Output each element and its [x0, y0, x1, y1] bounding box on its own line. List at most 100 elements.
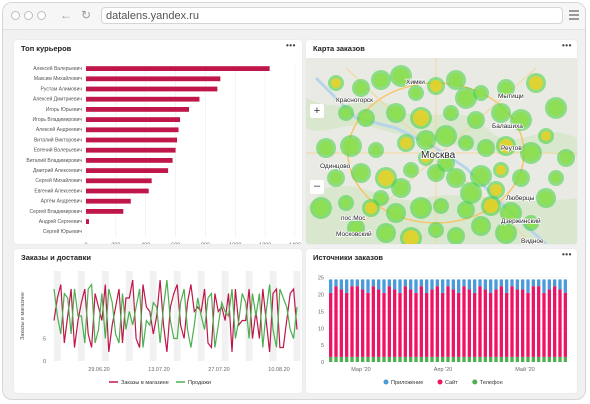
stacked-bar-segment: [499, 279, 503, 287]
heat-spot-core: [499, 139, 513, 153]
legend-swatch: [437, 379, 443, 385]
stacked-bar-segment: [345, 279, 349, 293]
stacked-bar-segment: [435, 286, 439, 357]
heat-spot-core: [515, 172, 527, 184]
stacked-bar-segment: [499, 356, 503, 362]
reload-icon[interactable]: ↻: [81, 8, 92, 22]
courier-name-label: Сергей Владимирович: [30, 208, 83, 215]
stacked-bar-segment: [377, 356, 381, 362]
stacked-bar-segment: [515, 279, 519, 290]
weekend-band: [173, 271, 181, 361]
weekend-band: [101, 271, 109, 361]
stacked-bar-segment: [339, 356, 343, 362]
heat-spot-core: [389, 206, 403, 220]
stacked-bar-segment: [515, 356, 519, 362]
map-place-label: Мытищи: [498, 93, 524, 100]
x-tick-label: Мар '20: [351, 367, 370, 373]
courier-name-label: Евгений Алексеевич: [34, 187, 82, 194]
close-window-button[interactable]: [11, 11, 20, 20]
x-tick-label: Апр '20: [434, 367, 452, 373]
hamburger-menu-icon[interactable]: [569, 10, 579, 22]
courier-bar: [86, 86, 218, 92]
stacked-bar-segment: [537, 279, 541, 287]
stacked-bar-segment: [526, 356, 530, 362]
courier-name-label: Сергей Юрьевич: [43, 228, 83, 235]
heat-spot-core: [341, 198, 351, 208]
x-tick-label: 1200: [259, 242, 271, 244]
stacked-bar-segment: [329, 356, 333, 362]
zoom-out-button[interactable]: –: [310, 180, 324, 194]
back-arrow-icon[interactable]: ←: [60, 8, 72, 22]
map-place-label: Московский: [336, 230, 372, 238]
courier-bar: [86, 96, 200, 102]
y-tick-label: 25: [318, 276, 324, 282]
orders-heatmap[interactable]: Красногорск Химки Мытищи Балашиха Реутов Моск…: [306, 58, 577, 244]
stacked-bar-segment: [339, 289, 343, 357]
stacked-bar-segment: [371, 286, 375, 357]
heat-spot-core: [474, 219, 488, 233]
stacked-bar-segment: [483, 356, 487, 362]
y-tick-label: 5: [321, 343, 324, 349]
heat-spot-core: [371, 145, 381, 155]
stacked-bar-segment: [382, 292, 386, 357]
stacked-bar-segment: [483, 279, 487, 290]
panel-more-button[interactable]: •••: [562, 41, 572, 50]
stacked-bar-segment: [387, 356, 391, 362]
heat-spot-core: [431, 225, 441, 235]
y-tick-label: 0: [321, 360, 324, 366]
stacked-bar-segment: [414, 279, 418, 293]
x-tick-label: 200: [111, 242, 120, 244]
x-tick-label: 27.07.20: [208, 367, 229, 373]
stacked-bar-segment: [398, 279, 402, 293]
stacked-bar-segment: [329, 279, 333, 293]
x-tick-label: 0: [84, 242, 87, 244]
stacked-bar-segment: [563, 279, 567, 293]
legend-label: Заказы в магазине: [121, 380, 169, 386]
x-tick-label: 1400: [289, 242, 301, 244]
courier-bar: [86, 178, 152, 184]
map-place-label: Дзержинский: [501, 217, 541, 225]
stacked-bar-segment: [414, 292, 418, 357]
heat-spot-core: [503, 205, 519, 221]
stacked-bar-segment: [329, 292, 333, 357]
heat-spot-core: [476, 88, 486, 98]
stacked-bar-segment: [563, 292, 567, 357]
stacked-bar-segment: [366, 279, 370, 293]
stacked-bar-segment: [425, 279, 429, 293]
heat-spot-core: [526, 218, 536, 228]
x-tick-label: 800: [201, 242, 210, 244]
maximize-window-button[interactable]: [37, 11, 46, 20]
heat-spot-core: [430, 167, 442, 179]
heat-spot-core: [449, 171, 463, 185]
courier-name-label: Артём Андреевич: [41, 199, 83, 205]
stacked-bar-segment: [526, 292, 530, 357]
heat-spot-core: [458, 90, 474, 106]
x-tick-label: 13.07.20: [148, 367, 169, 373]
x-tick-label: Май '20: [515, 366, 534, 373]
panel-more-button[interactable]: •••: [286, 41, 296, 50]
address-bar[interactable]: datalens.yandex.ru: [101, 7, 563, 24]
stacked-bar-segment: [542, 279, 546, 293]
heat-spot-core: [551, 173, 561, 183]
heat-spot-core: [350, 222, 362, 234]
title-bar: ← ↻ datalens.yandex.ru: [3, 3, 585, 30]
heat-spot-core: [421, 153, 431, 163]
heat-spot-core: [430, 80, 442, 92]
stacked-bar-segment: [446, 286, 450, 357]
url-text: datalens.yandex.ru: [106, 10, 199, 22]
stacked-bar-segment: [489, 292, 493, 357]
stacked-bar-segment: [350, 286, 354, 357]
panel-more-button[interactable]: •••: [562, 250, 572, 259]
courier-name-label: Рустам Алимович: [41, 86, 83, 92]
stacked-bar-segment: [441, 292, 445, 357]
zoom-in-button[interactable]: +: [310, 104, 324, 118]
stacked-bar-segment: [553, 356, 557, 362]
stacked-bar-segment: [510, 279, 514, 287]
stacked-bar-segment: [398, 356, 402, 362]
stacked-bar-segment: [478, 356, 482, 362]
stacked-bar-segment: [451, 356, 455, 362]
courier-bar: [86, 147, 176, 153]
heat-spot-core: [523, 145, 539, 161]
stacked-bar-segment: [467, 356, 471, 362]
minimize-window-button[interactable]: [24, 11, 33, 20]
